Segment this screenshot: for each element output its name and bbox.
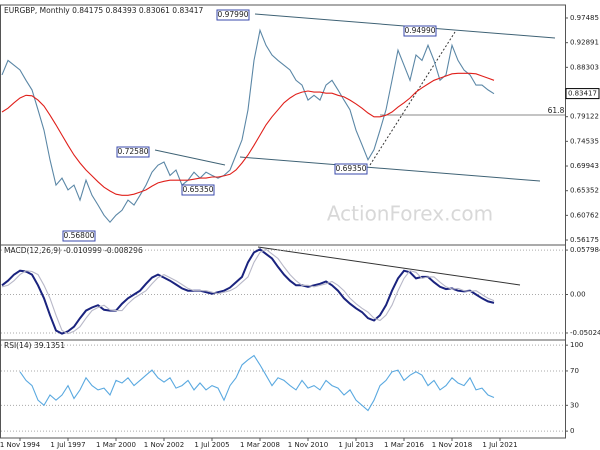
last-price-box: [565, 88, 600, 100]
y-tick-label: 30: [570, 401, 579, 409]
x-tick-label: 1 Jul 2005: [194, 441, 229, 449]
series-line: [1, 248, 495, 335]
y-tick-label: 0: [570, 427, 574, 435]
annotation: 0.69350: [335, 164, 366, 173]
y-tick-label: 0.69943: [570, 162, 599, 170]
series-line: [1, 72, 495, 196]
y-tick-label: 0.56175: [570, 236, 599, 244]
y-tick-label: 0.057984: [570, 246, 600, 254]
annotation: 0.72580: [117, 147, 148, 156]
y-tick-label: 0.60762: [570, 211, 599, 219]
y-tick-label: 0.88303: [570, 63, 599, 71]
x-tick-label: 1 Nov 2002: [144, 441, 184, 449]
x-tick-label: 1 Mar 2000: [96, 441, 136, 449]
x-tick-label: 1 Nov 1994: [0, 441, 41, 449]
y-tick-label: 70: [570, 367, 579, 375]
y-tick-label: 0.00: [570, 290, 586, 298]
annotation: 0.94990: [404, 26, 435, 35]
trendline: [154, 149, 226, 166]
x-tick-label: 1 Nov 2010: [288, 441, 328, 449]
series-line: [19, 354, 495, 412]
trendline: [239, 156, 541, 182]
annotation: 61.8: [548, 106, 565, 115]
watermark: ActionForex.com: [327, 202, 493, 226]
annotation-box: [403, 25, 437, 37]
annotation-box: [216, 9, 250, 21]
y-tick-label: 100: [570, 341, 583, 349]
annotation-box: [116, 146, 150, 158]
y-tick-label: 0.97485: [570, 14, 599, 22]
x-tick-label: 1 Jul 2013: [338, 441, 373, 449]
series-line: [1, 248, 495, 335]
rsi-panel: [0, 339, 566, 439]
annotation-box: [62, 230, 96, 242]
x-tick-label: 1 Mar 2008: [240, 441, 280, 449]
annotation: 0.65350: [182, 185, 213, 194]
y-tick-label: 0.79122: [570, 113, 599, 121]
annotation: 0.56800: [63, 231, 94, 240]
y-tick-label: 0.65352: [570, 187, 599, 195]
annotation-box: [334, 163, 368, 175]
trendline: [257, 246, 521, 286]
x-tick-label: 1 Mar 2016: [384, 441, 424, 449]
y-tick-label: 0.92891: [570, 39, 599, 47]
trendlines: [154, 13, 565, 286]
x-tick-label: 1 Nov 2018: [432, 441, 472, 449]
x-tick-label: 1 Jul 1997: [50, 441, 85, 449]
annotation: 0.97990: [217, 10, 248, 19]
y-tick-label: 0.74535: [570, 137, 599, 145]
last-price-label: 0.83417: [568, 90, 597, 98]
x-tick-label: 1 Jul 2021: [482, 441, 517, 449]
price-title: EURGBP, Monthly 0.84175 0.84393 0.83061 …: [4, 6, 204, 15]
annotation-box: [181, 184, 215, 196]
series-line: [1, 28, 495, 224]
